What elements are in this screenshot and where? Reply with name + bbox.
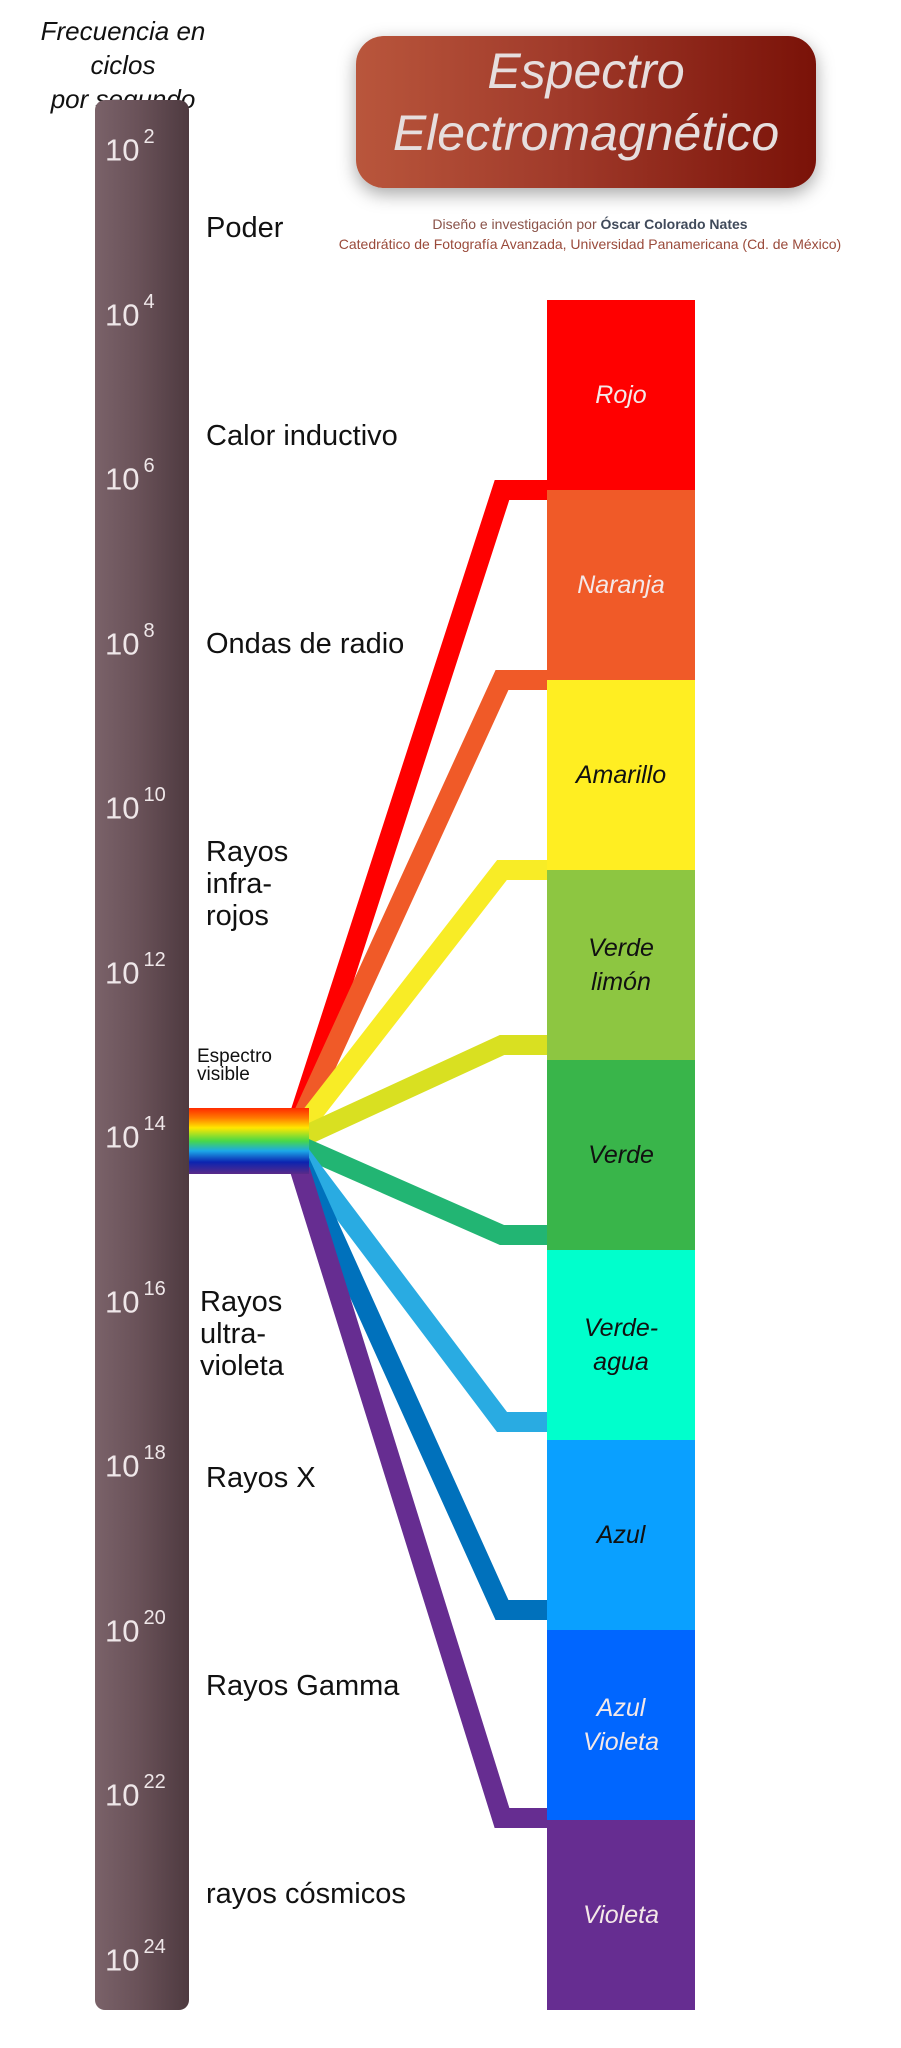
connector-line	[290, 480, 548, 1118]
connector-line	[290, 670, 548, 1127]
frequency-label: 10 16	[105, 1278, 195, 1320]
color-block: Verde limón	[547, 870, 695, 1060]
connector-line	[295, 1136, 548, 1245]
color-block-label: Rojo	[595, 381, 647, 409]
frequency-base: 10	[105, 1941, 140, 1977]
color-block-label: Violeta	[583, 1901, 659, 1929]
frequency-base: 10	[105, 625, 140, 661]
frequency-exponent: 12	[143, 948, 166, 971]
frequency-base: 10	[105, 296, 140, 332]
band-rayos-x: Rayos X	[206, 1462, 316, 1494]
frequency-exponent: 10	[143, 784, 166, 806]
color-block: Amarillo	[547, 680, 695, 870]
color-block-label: Amarillo	[575, 761, 667, 789]
connector-line	[290, 1157, 548, 1620]
frequency-base: 10	[105, 1448, 140, 1484]
frequency-exponent: 2	[143, 126, 155, 148]
credit-prefix: Diseño e investigación por	[432, 216, 601, 232]
title-banner: Espectro Electromagnético	[356, 36, 816, 188]
band-rayos-cosmicos: rayos cósmicos	[206, 1878, 406, 1910]
color-block: Rojo	[547, 300, 695, 490]
band-poder: Poder	[206, 212, 284, 244]
frequency-label: 10 22	[105, 1771, 195, 1813]
visible-spectrum-label: Espectro visible	[197, 1046, 272, 1085]
color-block: Naranja	[547, 490, 695, 680]
frequency-exponent: 6	[143, 455, 155, 477]
credit-line-1: Diseño e investigación por Óscar Colorad…	[320, 216, 860, 232]
band-rayos-infrarrojos: Rayos infra- rojos	[206, 836, 289, 932]
title-line-2: Electromagnético	[392, 105, 780, 161]
frequency-exponent: 20	[143, 1606, 166, 1629]
color-block: Azul	[547, 1440, 695, 1630]
band-calor-inductivo: Calor inductivo	[206, 420, 398, 452]
frequency-label: 10 24	[105, 1936, 195, 1978]
visible-spectrum-gradient	[189, 1108, 309, 1174]
frequency-base: 10	[105, 790, 140, 826]
frequency-label: 10 12	[105, 949, 195, 991]
color-block: Verde	[547, 1060, 695, 1250]
frequency-label: 10 20	[105, 1607, 195, 1649]
frequency-scale-bar	[95, 100, 189, 2010]
connector-line	[290, 1167, 548, 1828]
connector-line	[295, 1035, 548, 1148]
frequency-base: 10	[105, 1612, 140, 1648]
title-line-1: Espectro	[487, 43, 685, 99]
color-block: Azul Violeta	[547, 1630, 695, 1820]
color-block: Verde- agua	[547, 1250, 695, 1440]
frequency-exponent: 24	[143, 1935, 166, 1958]
frequency-base: 10	[105, 954, 140, 990]
frequency-exponent: 16	[143, 1277, 166, 1300]
frequency-exponent: 18	[143, 1442, 166, 1464]
band-rayos-ultravioleta: Rayos ultra- violeta	[200, 1286, 284, 1382]
color-block-label: Naranja	[577, 571, 665, 599]
frequency-label: 10 18	[105, 1442, 195, 1484]
frequency-exponent: 14	[143, 1113, 166, 1135]
color-block-label: Verde limón	[588, 934, 654, 996]
frequency-base: 10	[105, 1777, 140, 1813]
frequency-exponent: 22	[143, 1771, 166, 1793]
frequency-exponent: 8	[143, 619, 155, 642]
credit-author: Óscar Colorado Nates	[600, 216, 748, 232]
connector-line	[292, 1147, 548, 1432]
frequency-base: 10	[105, 1283, 140, 1319]
color-block: Violeta	[547, 1820, 695, 2010]
frequency-label: 10 10	[105, 784, 195, 826]
color-block-label: Azul Violeta	[583, 1694, 659, 1756]
band-rayos-gamma: Rayos Gamma	[206, 1670, 400, 1702]
frequency-label: 10 6	[105, 455, 195, 497]
frequency-base: 10	[105, 1119, 140, 1155]
frequency-base: 10	[105, 461, 140, 497]
connector-line	[292, 860, 548, 1137]
color-block-label: Verde	[588, 1141, 654, 1169]
frequency-label: 10 14	[105, 1113, 195, 1155]
frequency-label: 10 8	[105, 620, 195, 662]
band-ondas-de-radio: Ondas de radio	[206, 628, 405, 660]
frequency-label: 10 4	[105, 291, 195, 333]
credit-line-2: Catedrático de Fotografía Avanzada, Univ…	[338, 236, 842, 252]
frequency-label: 10 2	[105, 126, 195, 168]
frequency-exponent: 4	[143, 290, 155, 313]
color-block-label: Azul	[596, 1521, 646, 1549]
frequency-base: 10	[105, 132, 140, 168]
color-block-label: Verde- agua	[583, 1314, 659, 1376]
